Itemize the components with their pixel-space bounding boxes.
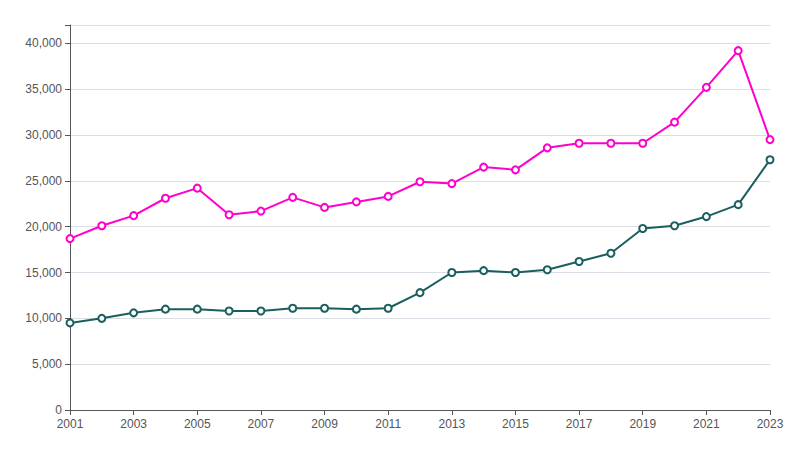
svg-text:15,000: 15,000 bbox=[25, 266, 62, 280]
svg-text:2009: 2009 bbox=[311, 417, 338, 431]
svg-text:2003: 2003 bbox=[120, 417, 147, 431]
svg-text:2013: 2013 bbox=[438, 417, 465, 431]
svg-text:20,000: 20,000 bbox=[25, 220, 62, 234]
svg-text:10,000: 10,000 bbox=[25, 311, 62, 325]
svg-text:25,000: 25,000 bbox=[25, 174, 62, 188]
svg-text:2015: 2015 bbox=[502, 417, 529, 431]
svg-text:2005: 2005 bbox=[184, 417, 211, 431]
svg-text:2023: 2023 bbox=[757, 417, 784, 431]
svg-text:0: 0 bbox=[55, 403, 62, 417]
svg-text:5,000: 5,000 bbox=[32, 357, 62, 371]
svg-text:35,000: 35,000 bbox=[25, 82, 62, 96]
svg-text:2001: 2001 bbox=[57, 417, 84, 431]
svg-text:2011: 2011 bbox=[375, 417, 401, 431]
svg-text:30,000: 30,000 bbox=[25, 128, 62, 142]
svg-text:40,000: 40,000 bbox=[25, 36, 62, 50]
svg-text:2021: 2021 bbox=[693, 417, 720, 431]
svg-text:2019: 2019 bbox=[629, 417, 656, 431]
svg-text:2017: 2017 bbox=[566, 417, 593, 431]
svg-text:2007: 2007 bbox=[248, 417, 275, 431]
